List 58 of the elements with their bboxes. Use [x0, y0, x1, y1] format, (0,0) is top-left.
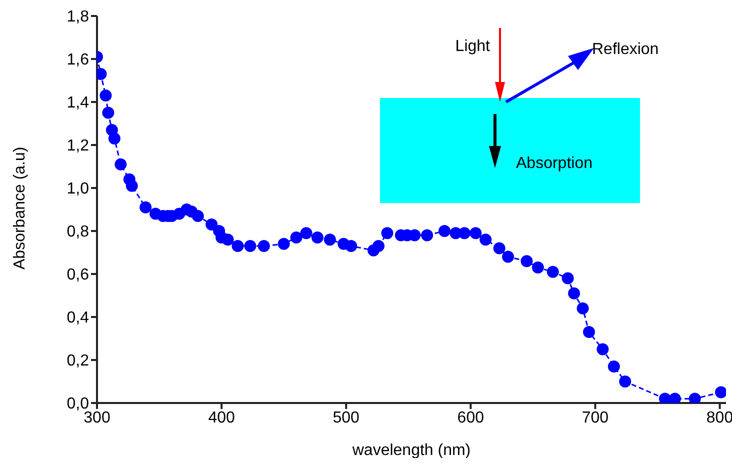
- point: [668, 392, 681, 403]
- point: [502, 250, 514, 263]
- point: [324, 234, 336, 246]
- point: [244, 240, 256, 252]
- point: [278, 238, 290, 250]
- point: [658, 392, 671, 403]
- point: [102, 106, 114, 119]
- point: [688, 392, 701, 403]
- y-tick-label: 0,8: [66, 224, 90, 241]
- point: [232, 240, 244, 252]
- y-tick-label: 0,4: [66, 310, 90, 327]
- y-tick-label: 1,4: [66, 94, 90, 112]
- y-tick-label: 1,0: [66, 180, 90, 198]
- point: [470, 227, 482, 240]
- point: [372, 240, 384, 252]
- point: [126, 180, 138, 192]
- x-tick-label: 400: [208, 409, 235, 426]
- point: [520, 255, 533, 268]
- point: [438, 225, 451, 237]
- point: [480, 234, 492, 246]
- point: [345, 240, 358, 252]
- point: [381, 227, 394, 240]
- point: [596, 343, 609, 356]
- point: [421, 229, 434, 242]
- point: [192, 210, 204, 222]
- point: [206, 218, 218, 231]
- x-tick-label: 700: [582, 409, 609, 426]
- point: [715, 386, 726, 398]
- point: [114, 158, 127, 170]
- point: [576, 302, 589, 314]
- point: [562, 272, 574, 284]
- x-tick-label: 500: [332, 409, 360, 426]
- point: [532, 262, 544, 274]
- y-tick-label: 1,8: [66, 8, 90, 26]
- annotation: Light: [455, 38, 491, 55]
- y-tick-label: 1,6: [66, 52, 90, 69]
- point: [546, 266, 559, 278]
- point: [311, 231, 324, 244]
- x-axis-title: wavelength (nm): [351, 442, 471, 459]
- point: [100, 90, 112, 102]
- annotation: Reflexion: [592, 41, 659, 58]
- point: [619, 376, 632, 388]
- y-tick-label: 1,2: [66, 138, 90, 155]
- y-tick-label: 0,2: [66, 352, 90, 370]
- point: [493, 242, 506, 254]
- point: [108, 132, 120, 145]
- point: [300, 227, 312, 240]
- point: [258, 240, 270, 252]
- y-axis-title: Absorbance (a.u): [12, 146, 29, 270]
- annotation: Absorption: [516, 155, 592, 172]
- point: [568, 287, 580, 300]
- point: [582, 326, 595, 338]
- x-tick-label: 600: [457, 409, 484, 426]
- point: [222, 234, 234, 246]
- point: [140, 201, 152, 214]
- point: [608, 360, 620, 372]
- y-tick-label: 0,6: [66, 266, 90, 284]
- point: [290, 231, 302, 244]
